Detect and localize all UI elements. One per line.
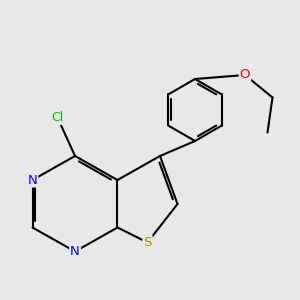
Text: N: N bbox=[70, 245, 80, 258]
Text: S: S bbox=[143, 236, 152, 249]
Text: O: O bbox=[240, 68, 250, 82]
Text: Cl: Cl bbox=[51, 111, 64, 124]
Text: N: N bbox=[28, 173, 38, 187]
